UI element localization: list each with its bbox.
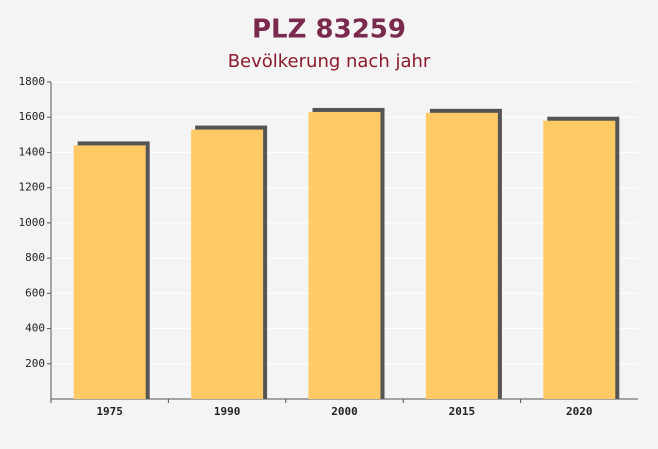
bar [308,111,381,399]
chart-title: PLZ 83259 [252,15,406,45]
x-tick-label: 1975 [96,405,123,418]
y-tick-label: 600 [25,286,45,299]
x-tick-label: 2000 [331,405,358,418]
y-tick-label: 800 [25,251,45,264]
bar [425,112,498,399]
y-tick-label: 1000 [19,216,46,229]
y-tick-label: 1600 [19,110,46,123]
x-tick-label: 2015 [449,405,476,418]
y-tick-label: 400 [25,322,45,335]
bar [191,129,264,400]
y-tick-label: 200 [25,357,45,370]
x-tick-label: 2020 [566,405,593,418]
chart-subtitle: Bevölkerung nach jahr [228,51,431,72]
bar [543,120,616,399]
y-tick-label: 1400 [19,145,46,158]
y-tick-label: 1800 [19,75,46,88]
bar [73,145,146,399]
y-tick-label: 1200 [19,181,46,194]
x-tick-label: 1990 [214,405,241,418]
